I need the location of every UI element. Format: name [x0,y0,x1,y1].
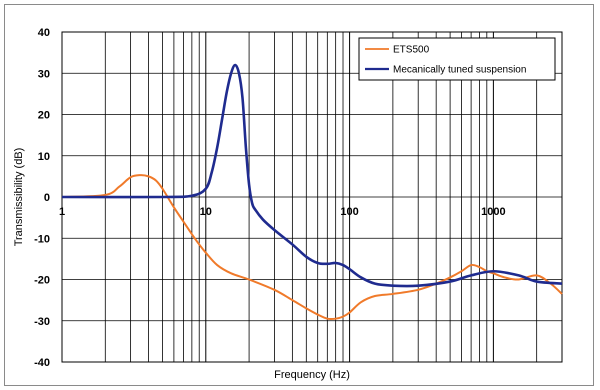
y-tick-label: -10 [34,233,50,245]
x-tick-label: 100 [340,206,358,218]
y-tick-label: 0 [44,192,50,204]
y-tick-label: 40 [38,27,50,39]
y-tick-label: -40 [34,357,50,369]
series-line-mechanical [61,63,563,288]
legend: ETS500 Mecanically tuned suspension [358,37,556,81]
legend-label-mechanical: Mecanically tuned suspension [393,65,526,76]
y-tick-label: -30 [34,316,50,328]
x-tick-label: 10 [200,206,212,218]
x-tick-label: 1 [59,206,65,218]
y-axis-label: Transmissibility (dB) [13,148,25,247]
legend-box [358,37,556,81]
x-axis-label: Frequency (Hz) [274,369,350,381]
series-line-ets500 [61,174,563,321]
y-tick-label: -20 [34,275,50,287]
y-tick-label: 30 [38,68,50,80]
series-layer [61,63,563,321]
y-tick-label: 10 [38,151,50,163]
x-tick-label: 1000 [481,206,505,218]
y-tick-label: 20 [38,110,50,122]
legend-label-ets500: ETS500 [393,45,430,56]
